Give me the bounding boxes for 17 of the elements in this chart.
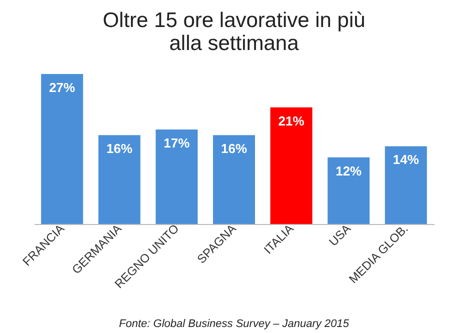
data-label: 12% <box>336 163 362 178</box>
bar <box>384 146 427 224</box>
bar <box>328 157 370 224</box>
data-label: 14% <box>392 152 420 168</box>
x-tick-label: USA <box>326 222 354 249</box>
bar <box>41 74 84 224</box>
data-label: 16% <box>106 141 133 156</box>
bar <box>213 135 255 224</box>
data-label: 27% <box>49 80 76 95</box>
source-note: Fonte: Global Business Survey – January 2015 <box>119 318 350 330</box>
data-label: 17% <box>164 136 190 151</box>
bar <box>98 135 140 224</box>
chart-title: Oltre 15 ore lavorative in più alla settimana <box>102 9 366 55</box>
bar <box>156 130 198 224</box>
bar <box>270 107 312 224</box>
data-label: 21% <box>278 113 305 128</box>
data-label: 16% <box>220 141 248 156</box>
